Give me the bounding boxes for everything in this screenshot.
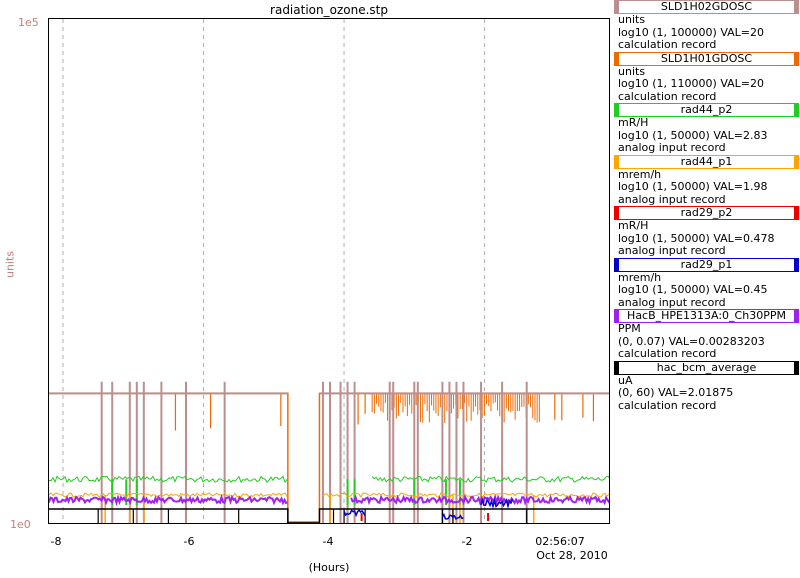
legend-record-type: calculation record	[618, 89, 717, 103]
legend-range: log10 (1, 50000) VAL=0.45	[618, 283, 768, 296]
legend-units: uA	[618, 373, 633, 387]
x-axis-label: (Hours)	[308, 561, 350, 574]
legend-channel-button[interactable]: hac_bcm_average	[614, 360, 799, 375]
timestamp-date: Oct 28, 2010	[536, 549, 608, 562]
legend-range: (0, 0.07) VAL=0.00283203	[618, 334, 765, 348]
legend-range: (0, 60) VAL=2.01875	[618, 386, 734, 399]
series-line-rad44_p1	[49, 492, 288, 498]
series-line-HacB_HPE1313A_0_Ch30PPM	[350, 493, 609, 506]
y-axis-min-label: 1e0	[10, 518, 31, 531]
plot-canvas	[49, 19, 609, 523]
legend-range: log10 (1, 50000) VAL=1.98	[618, 180, 768, 193]
legend-entry: rad44_p1 mrem/h log10 (1, 50000) VAL=1.9…	[614, 154, 800, 207]
legend-units: units	[618, 64, 646, 78]
legend-entry: hac_bcm_average uA (0, 60) VAL=2.01875 c…	[614, 360, 800, 413]
x-tick-label: -4	[322, 535, 334, 548]
legend-units: units	[618, 13, 646, 26]
legend-entry: rad29_p1 mrem/h log10 (1, 50000) VAL=0.4…	[614, 257, 800, 310]
legend-units: mrem/h	[618, 270, 662, 284]
legend-channel-button[interactable]: rad44_p2	[614, 103, 799, 117]
legend-units: PPM	[618, 322, 641, 335]
series-line-rad29_p1	[480, 497, 514, 510]
legend-channel-button[interactable]: SLD1H01GDOSC	[614, 51, 799, 66]
legend-record-type: analog input record	[618, 295, 726, 309]
legend-units: mR/H	[618, 219, 649, 232]
legend-range: log10 (1, 50000) VAL=0.478	[618, 231, 775, 245]
legend-range: log10 (1, 50000) VAL=2.83	[618, 128, 768, 142]
legend-units: mR/H	[618, 116, 649, 129]
series-line-rad44_p2	[49, 475, 288, 484]
legend-entry: SLD1H02GDOSC units log10 (1, 100000) VAL…	[614, 0, 800, 52]
x-tick-label: -6	[183, 535, 195, 548]
legend-panel: SLD1H02GDOSC units log10 (1, 100000) VAL…	[614, 0, 800, 412]
series-line-HacB_HPE1313A_0_Ch30PPM	[49, 493, 288, 507]
series-line-hac_bcm_average	[49, 508, 609, 523]
series-line-rad44_p1	[322, 492, 609, 498]
legend-entry: HacB_HPE1313A:0_Ch30PPM PPM (0, 0.07) VA…	[614, 309, 800, 361]
legend-record-type: calculation record	[618, 398, 717, 412]
legend-channel-button[interactable]: HacB_HPE1313A:0_Ch30PPM	[614, 309, 799, 323]
plot-title: radiation_ozone.stp	[270, 3, 388, 17]
y-axis-max-label: 1e5	[18, 16, 39, 29]
legend-range: log10 (1, 100000) VAL=20	[618, 25, 765, 39]
legend-units: mrem/h	[618, 167, 662, 181]
timestamp-time: 02:56:07	[535, 535, 585, 548]
x-tick-label: -8	[50, 535, 62, 548]
legend-entry: SLD1H01GDOSC units log10 (1, 110000) VAL…	[614, 51, 800, 104]
series-line-rad29_p1	[343, 508, 366, 518]
legend-channel-button[interactable]: rad29_p2	[614, 206, 799, 220]
legend-channel-button[interactable]: SLD1H02GDOSC	[614, 0, 799, 14]
legend-channel-button[interactable]: rad44_p1	[614, 154, 799, 169]
y-axis-label: units	[3, 250, 17, 279]
plot-area[interactable]	[48, 18, 610, 524]
legend-record-type: analog input record	[618, 244, 726, 257]
series-line-rad44_p2	[371, 475, 609, 484]
legend-record-type: calculation record	[618, 347, 717, 360]
legend-entry: rad44_p2 mR/H log10 (1, 50000) VAL=2.83 …	[614, 103, 800, 155]
legend-range: log10 (1, 110000) VAL=20	[618, 77, 765, 90]
legend-channel-button[interactable]: rad29_p1	[614, 257, 799, 272]
legend-record-type: analog input record	[618, 192, 726, 206]
legend-record-type: calculation record	[618, 38, 717, 51]
legend-record-type: analog input record	[618, 141, 726, 154]
series-line-rad29_p1	[441, 512, 464, 520]
legend-entry: rad29_p2 mR/H log10 (1, 50000) VAL=0.478…	[614, 206, 800, 258]
x-tick-label: -2	[461, 535, 473, 548]
